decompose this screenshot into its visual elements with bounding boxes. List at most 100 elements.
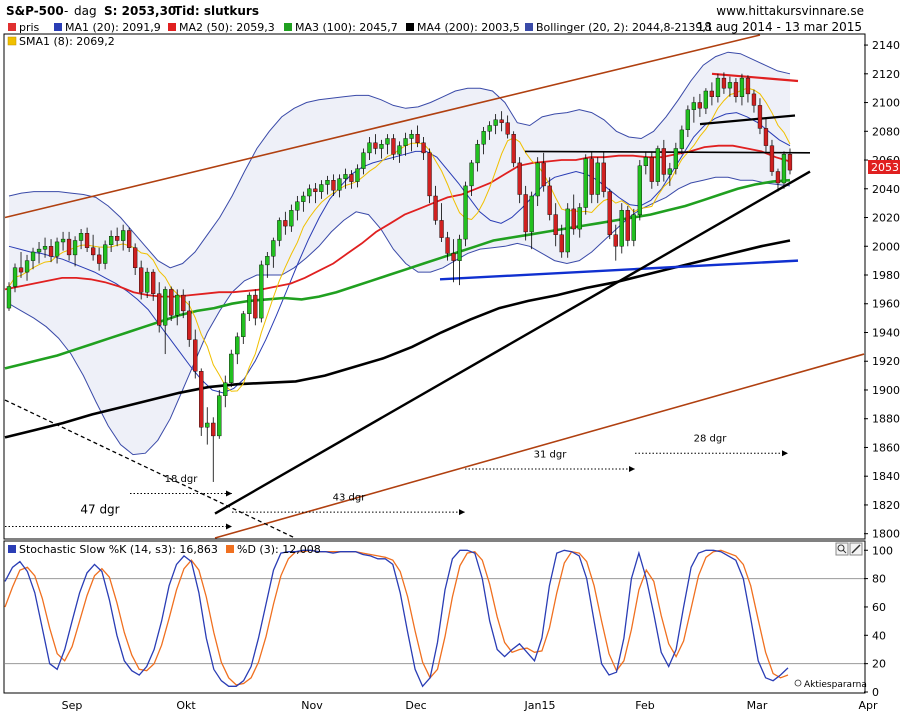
ma100-line	[4, 178, 791, 370]
legend-swatch-sma1	[7, 36, 17, 46]
candle-body	[745, 77, 751, 95]
last-price-tag-bg	[868, 160, 900, 174]
candle-body	[156, 293, 162, 326]
candle-body	[343, 174, 348, 179]
price-tick-label: 1980	[872, 269, 900, 282]
candle-body	[259, 264, 264, 319]
candle-body	[439, 220, 444, 238]
candle-body	[319, 184, 324, 192]
price-tick-label: 1960	[872, 298, 900, 311]
support-line-blue	[439, 259, 799, 281]
candle-body	[655, 148, 661, 182]
candle-body	[48, 246, 54, 257]
candle-body	[30, 251, 36, 261]
legend-swatch-ma1	[54, 23, 62, 31]
stoch-legend-k: Stochastic Slow %K (14, s3): 16,863	[19, 543, 218, 556]
price-tick-label: 1820	[872, 499, 900, 512]
header-date-range: 18 aug 2014 - 13 mar 2015	[697, 20, 862, 34]
legend-ma4: MA4 (200): 2003,5	[417, 21, 520, 34]
candle-body	[313, 188, 318, 192]
candle-body	[523, 194, 528, 233]
candle-body	[757, 105, 763, 129]
candle-body	[475, 143, 480, 164]
stoch-d-line	[4, 549, 789, 686]
candle-body	[283, 220, 288, 227]
header-period: dag	[74, 4, 97, 18]
candle-body	[66, 238, 72, 256]
settings-icon[interactable]	[849, 542, 863, 556]
price-tick-label: 1920	[872, 355, 900, 368]
candle-body	[727, 82, 733, 89]
stoch-tick-label: 0	[872, 686, 879, 699]
candle-body	[24, 260, 30, 273]
candle-body	[60, 238, 66, 243]
bollinger-band-fill	[9, 52, 790, 455]
candle-body	[547, 185, 552, 215]
stoch-tick-label: 60	[872, 601, 886, 614]
candle-body	[307, 188, 312, 197]
candle-body	[649, 156, 655, 182]
price-tick-label: 2000	[872, 240, 900, 253]
price-tick-label: 2100	[872, 97, 900, 110]
axis-layer: 1800 1820 1840 1860 1880 1900 1920 1940 1960 1980…	[62, 39, 900, 712]
price-tick-label: 1940	[872, 326, 900, 339]
candle-body	[337, 178, 342, 191]
legend-swatch-ma2	[168, 23, 176, 31]
candle-body	[78, 233, 84, 241]
candle-body	[385, 138, 390, 145]
upper-channel-line	[4, 34, 761, 219]
candle-body	[331, 179, 336, 191]
candle-body	[469, 162, 474, 187]
candle-body	[433, 195, 438, 221]
candle-body	[481, 131, 486, 145]
candle-body	[457, 238, 462, 261]
candle-body	[451, 253, 456, 261]
price-tick-label: 2140	[872, 39, 900, 52]
short-line-black	[699, 114, 796, 126]
month-label: Mar	[747, 699, 768, 712]
candle-body	[295, 201, 300, 211]
candle-body	[589, 158, 594, 195]
stoch-panel-frame	[3, 540, 866, 694]
price-tick-label: 1840	[872, 470, 900, 483]
candle-body	[505, 122, 510, 135]
legend: pris MA1 (20): 2091,9 MA2 (50): 2059,3 M…	[7, 21, 713, 48]
header-symbol: S&P-500	[6, 4, 64, 18]
candle-body	[409, 133, 414, 139]
candle-body	[199, 371, 204, 428]
candle-body	[667, 168, 673, 175]
candle-body	[685, 109, 691, 130]
stoch-legend-swatch-d	[226, 545, 234, 553]
candle-body	[709, 90, 715, 97]
candle-body	[415, 133, 420, 143]
month-label: Jan15	[524, 699, 556, 712]
legend-swatch-bollinger	[525, 23, 533, 31]
candle-body	[739, 77, 745, 97]
price-layer: 18 dgr 47 dgr 43 dgr 31 dgr 28 dgr	[4, 34, 865, 539]
candle-body	[697, 102, 703, 109]
price-tick-label: 2120	[872, 68, 900, 81]
candle-body	[763, 128, 769, 146]
candle-body	[162, 289, 168, 326]
month-label: Apr	[858, 699, 878, 712]
legend-sma1: SMA1 (8): 2069,2	[19, 35, 115, 48]
candle-body	[132, 247, 138, 268]
candle-body	[144, 271, 150, 293]
candle-body	[673, 148, 679, 169]
candle-body	[102, 244, 108, 264]
candle-body	[679, 129, 685, 149]
candle-body	[187, 310, 192, 340]
candle-body	[397, 145, 402, 155]
bollinger-lower-line	[8, 176, 791, 456]
candle-body	[529, 195, 534, 233]
candle-body	[181, 294, 186, 312]
ma200-line	[4, 239, 791, 439]
zoom-icon[interactable]	[835, 542, 849, 556]
candle-body	[379, 143, 384, 149]
candle-body	[367, 142, 372, 154]
candle-body	[169, 289, 174, 316]
stoch-tick-label: 80	[872, 573, 886, 586]
stoch-layer	[4, 549, 864, 688]
span-arrow-3	[629, 466, 635, 473]
